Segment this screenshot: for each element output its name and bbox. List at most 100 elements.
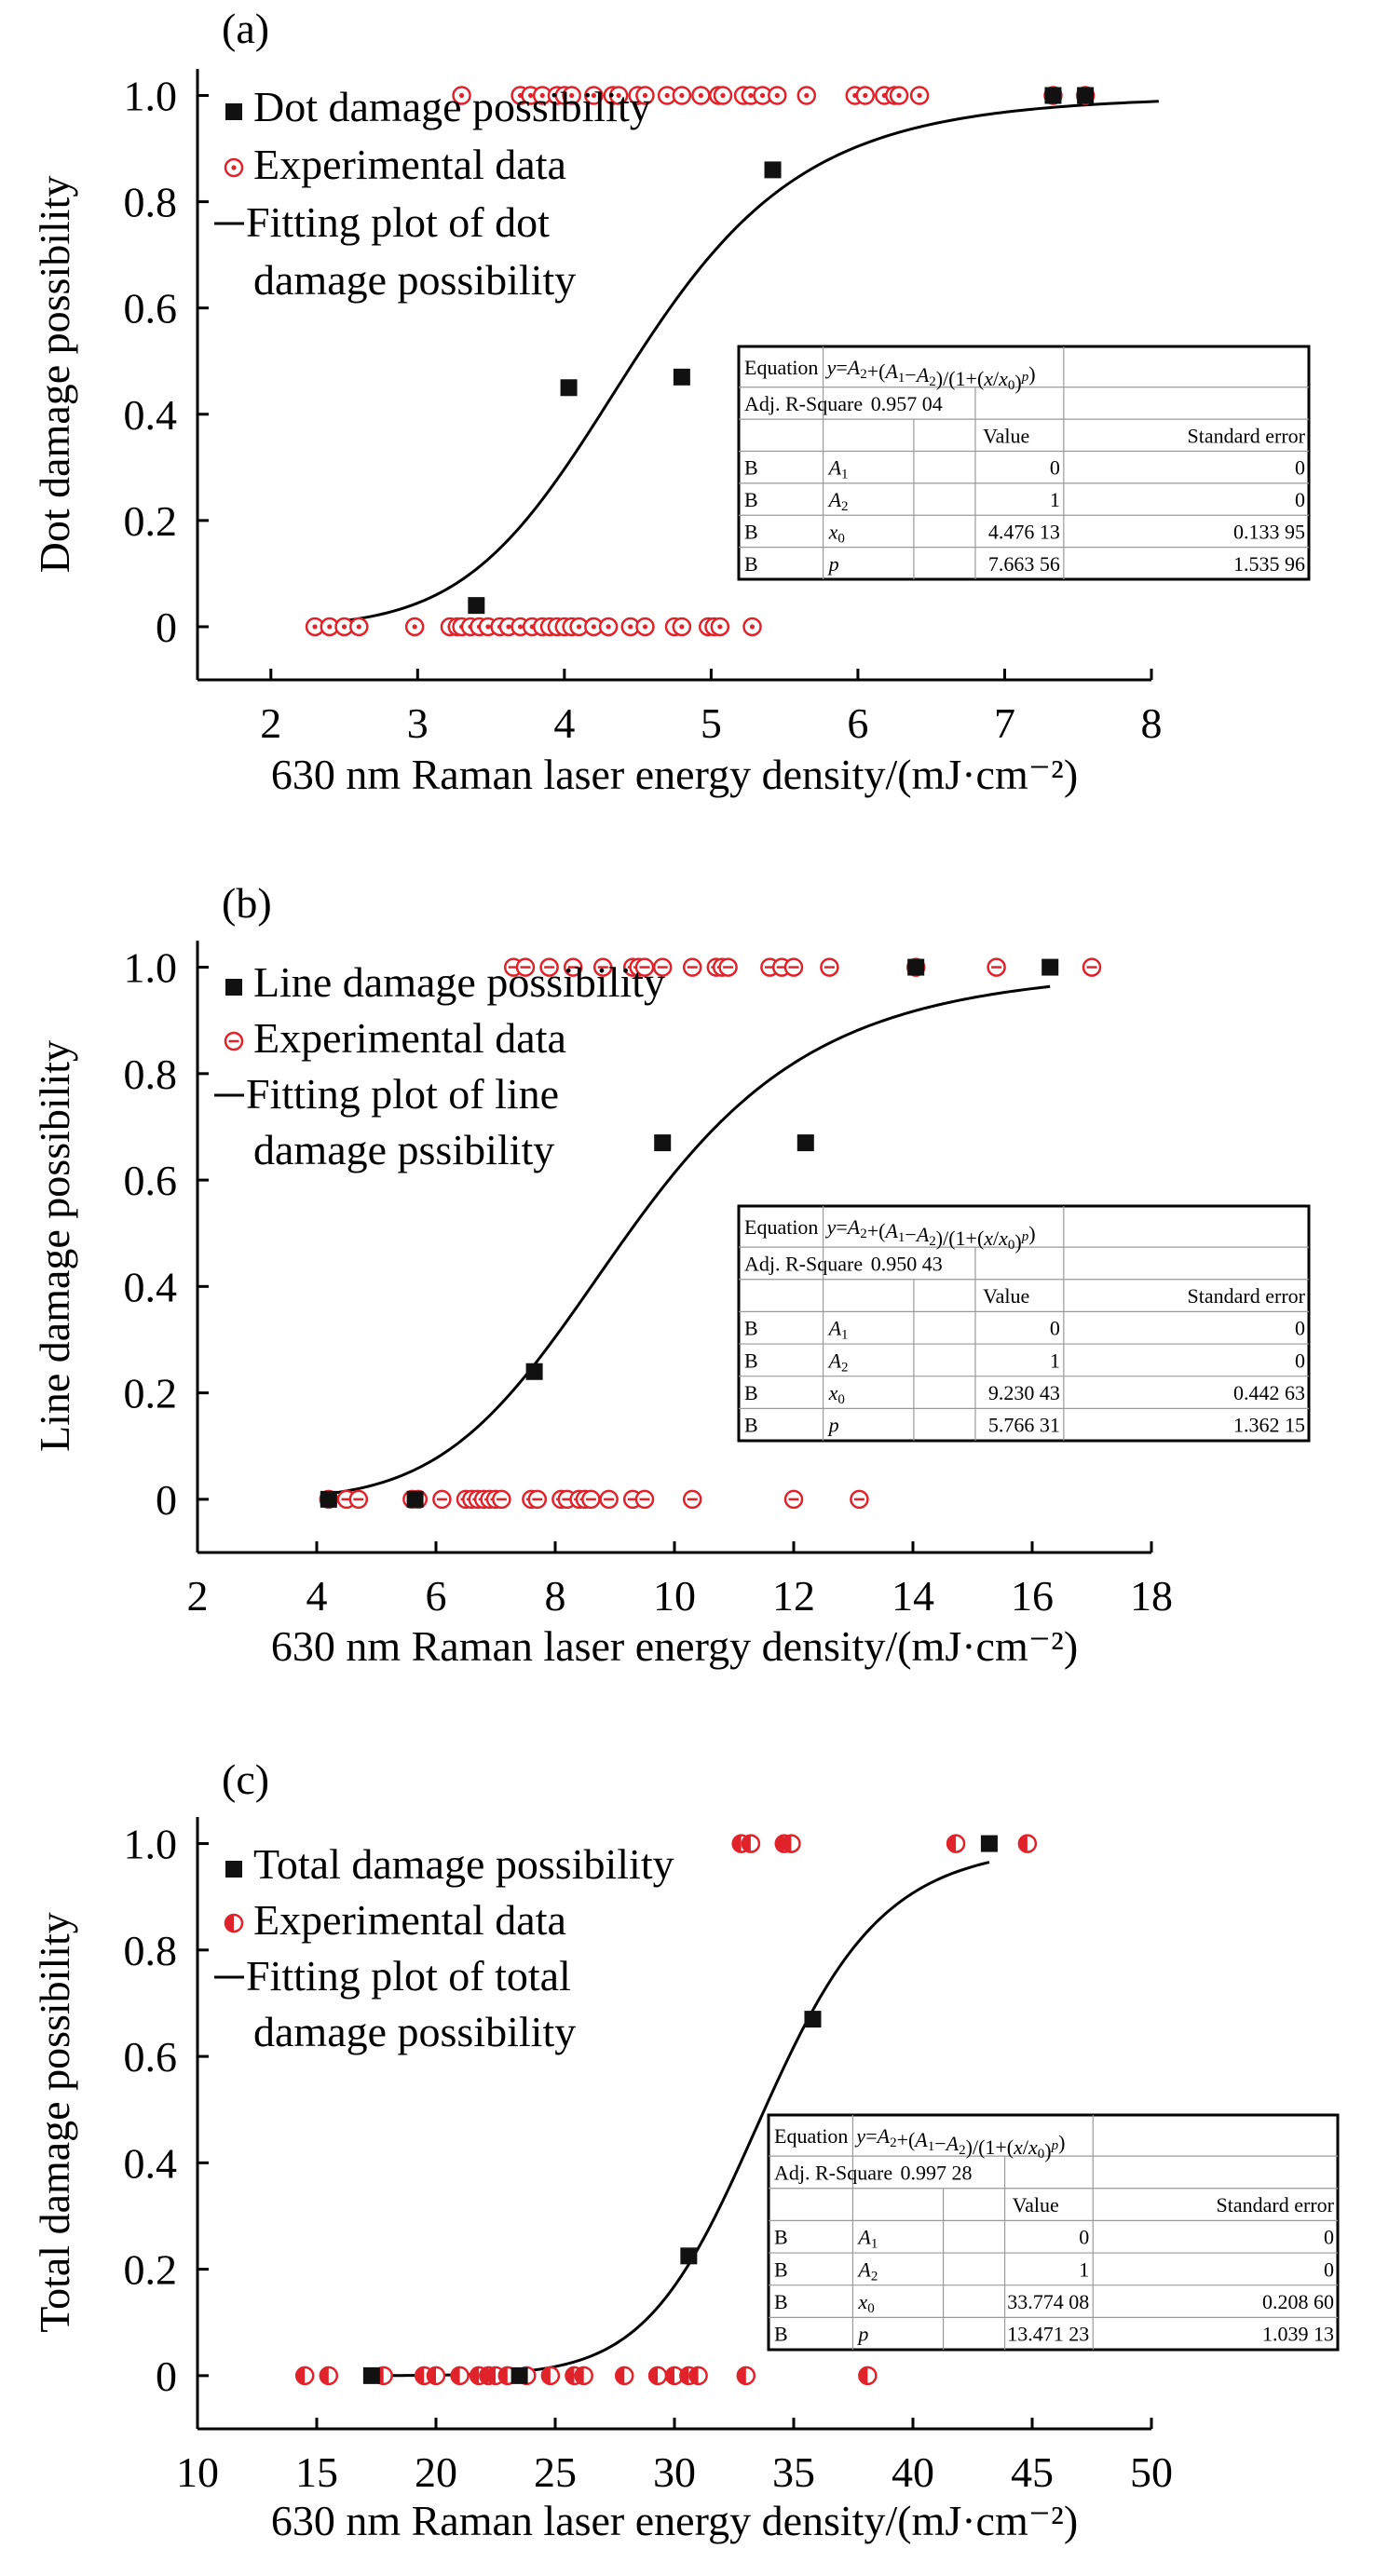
table-param: A1: [827, 456, 849, 482]
experimental-data-point-center: [606, 624, 611, 630]
experimental-data-point: [688, 2366, 708, 2386]
experimental-data-point: [946, 1834, 966, 1853]
table-param: A1: [827, 1317, 849, 1343]
table-cell: 0.997 28: [900, 2161, 972, 2184]
table-cell: Value: [1013, 2193, 1059, 2217]
legend-square-swatch: [225, 103, 242, 120]
damage-possibility-point: [511, 2366, 528, 2384]
experimental-data-point-fill: [320, 2366, 329, 2384]
table-cell: B: [744, 1414, 758, 1437]
experimental-data-point: [1017, 1834, 1038, 1853]
legend-marker-swatch-center: [231, 165, 237, 170]
table-cell: Standard error: [1188, 424, 1306, 447]
y-tick-label: 0.4: [124, 1263, 178, 1310]
legend-marker-swatch-fill: [225, 1915, 234, 1932]
damage-possibility-point: [907, 958, 925, 976]
table-cell: Standard error: [1217, 2193, 1335, 2217]
x-tick-label: 8: [1141, 699, 1163, 747]
y-tick-label: 0.8: [124, 1051, 178, 1098]
legend: Line damage possibility Experimental data…: [214, 958, 665, 1173]
table-cell: B: [744, 456, 758, 480]
table-cell: 9.230 43: [988, 1381, 1060, 1404]
table-cell: 1.535 96: [1233, 552, 1305, 576]
experimental-data-point: [404, 617, 425, 637]
table-param: x0: [828, 520, 845, 546]
experimental-data-point: [348, 1489, 369, 1510]
experimental-data-point: [909, 86, 930, 105]
damage-possibility-point: [525, 1363, 543, 1380]
legend-entry: Line damage possibility: [253, 958, 665, 1006]
y-tick-label: 0.8: [124, 1927, 178, 1974]
table-cell: 0.208 60: [1262, 2290, 1334, 2313]
experimental-data-point-center: [759, 92, 766, 99]
legend: Dot damage possibility Experimental data F…: [214, 83, 651, 304]
damage-possibility-point: [980, 1835, 998, 1852]
legend-square-swatch: [225, 1861, 242, 1878]
x-tick-label: 2: [260, 699, 281, 747]
panel-label: (c): [222, 1756, 269, 1803]
experimental-data-point: [319, 2366, 339, 2386]
experimental-data-point: [634, 957, 655, 977]
damage-possibility-point: [804, 2011, 822, 2028]
table-cell: 0: [1295, 456, 1305, 480]
experimental-data-point-center: [917, 92, 922, 99]
x-tick-label: 25: [534, 2448, 577, 2496]
y-tick-label: 0.6: [124, 1157, 178, 1204]
table-cell: 0: [1079, 2226, 1089, 2249]
experimental-data-point: [540, 2366, 561, 2386]
table-frame: [737, 1204, 1311, 1443]
experimental-data-point-center: [577, 624, 582, 630]
experimental-data-point: [562, 86, 581, 105]
experimental-data-point: [742, 617, 762, 637]
x-tick-label: 50: [1130, 2448, 1173, 2496]
panel-label: (b): [222, 879, 272, 927]
legend-entry: Experimental data: [253, 1896, 566, 1944]
table-param: A2: [827, 488, 849, 514]
experimental-data-point-center: [569, 92, 575, 99]
table-cell: Standard error: [1188, 1284, 1306, 1308]
table-cell: 0: [1324, 2257, 1334, 2281]
damage-possibility-point: [673, 368, 690, 386]
y-tick-label: 0.6: [124, 2033, 178, 2081]
table-frame: [767, 2113, 1340, 2352]
y-tick-label: 1.0: [124, 73, 178, 120]
x-tick-label: 8: [545, 1572, 566, 1620]
table-cell: 1: [1050, 488, 1060, 511]
experimental-data-point-center: [356, 624, 361, 630]
experimental-data-point: [736, 2366, 756, 2386]
experimental-data-point: [855, 86, 876, 105]
y-tick-label: 1.0: [124, 944, 178, 992]
experimental-data-point: [713, 86, 733, 105]
experimental-data-point-center: [458, 92, 465, 99]
y-axis-label: Line damage possibility: [31, 1040, 78, 1452]
table-cell: B: [744, 1381, 758, 1404]
experimental-data-point-center: [642, 624, 648, 630]
table-param: p: [827, 552, 839, 576]
table-cell: 1.362 15: [1233, 1414, 1305, 1437]
x-tick-label: 45: [1011, 2448, 1054, 2496]
damage-possibility-point: [560, 379, 578, 397]
experimental-data-point: [682, 957, 702, 977]
table-cell: Equation: [744, 356, 818, 379]
table-equation: y=A2+(A1−A2)/(1+(x/x0)p): [854, 2124, 1065, 2162]
panel-label: (a): [222, 5, 269, 52]
experimental-data-point: [432, 1489, 452, 1510]
table-cell: 0.957 04: [871, 392, 943, 415]
y-tick-label: 1.0: [124, 1821, 178, 1868]
experimental-data-point: [608, 86, 629, 105]
table-cell: 13.471 23: [1007, 2323, 1089, 2346]
x-tick-label: 6: [847, 699, 868, 747]
x-axis-label: 630 nm Raman laser energy density/(mJ·cm…: [271, 751, 1078, 798]
damage-possibility-point: [1044, 87, 1062, 104]
experimental-data-point-fill: [565, 2366, 575, 2384]
table-cell: 0: [1324, 2226, 1334, 2249]
experimental-data-point-fill: [487, 2366, 496, 2384]
experimental-data-point: [349, 617, 369, 637]
legend-entry: Fitting plot of dot: [246, 198, 550, 246]
experimental-data-point: [718, 957, 738, 977]
table-cell: B: [744, 520, 758, 543]
table-cell: B: [774, 2257, 788, 2281]
x-tick-label: 18: [1130, 1572, 1173, 1620]
experimental-data-point-fill: [649, 2366, 659, 2384]
